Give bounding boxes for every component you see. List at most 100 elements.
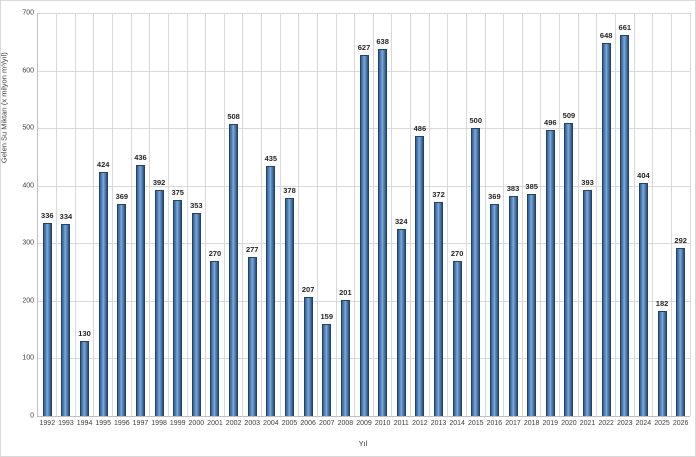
x-tick-label: 2001	[207, 420, 223, 427]
bar-value-label: 369	[115, 191, 129, 201]
x-tick-label: 1996	[114, 420, 130, 427]
bar	[266, 165, 276, 416]
bar-value-label: 392	[152, 178, 166, 188]
x-tick-label: 1997	[132, 420, 149, 427]
bar-value-label: 638	[376, 36, 389, 46]
bar-value-label: 385	[525, 182, 538, 192]
bar-value-label: 378	[283, 186, 296, 196]
bar	[98, 171, 108, 416]
y-tick-label: 300	[22, 239, 34, 247]
x-tick-label: 2018	[523, 420, 540, 427]
v-gridline	[74, 13, 76, 416]
x-tick-label: 2024	[635, 420, 652, 427]
bar	[42, 222, 52, 416]
bar-value-label: 130	[78, 329, 91, 339]
bar	[303, 296, 313, 416]
bar-value-label: 509	[562, 110, 576, 120]
plot-area: 0 100 200 300 400 500 600 700 336 1992 334 1993 130 1…	[22, 10, 691, 427]
x-tick-label: 2019	[542, 420, 559, 427]
v-gridline	[428, 13, 430, 416]
v-gridline	[130, 13, 132, 416]
bar-value-label: 435	[264, 153, 278, 163]
v-gridline	[279, 13, 281, 416]
x-tick-label: 2026	[672, 420, 689, 427]
bar-value-label: 375	[171, 188, 184, 198]
x-tick-label: 2023	[617, 420, 633, 427]
bar	[676, 247, 686, 416]
bar	[620, 35, 630, 416]
bar-value-label: 383	[506, 183, 520, 193]
bar	[527, 194, 537, 416]
x-tick-label: 2009	[356, 420, 372, 427]
v-gridline	[354, 13, 356, 416]
bar-value-label: 270	[450, 248, 464, 258]
bar	[396, 229, 406, 416]
v-gridline	[261, 13, 263, 416]
x-tick-label: 1992	[39, 420, 56, 427]
bar	[340, 300, 350, 416]
v-gridline	[186, 13, 188, 416]
v-gridline	[447, 13, 449, 416]
v-gridline	[316, 13, 318, 416]
v-gridline	[298, 13, 300, 416]
y-tick-label: 0	[30, 412, 34, 420]
y-tick-label: 700	[22, 9, 34, 17]
v-gridline	[596, 13, 598, 416]
v-gridline	[577, 13, 579, 416]
v-gridline	[540, 13, 542, 416]
bar	[583, 189, 593, 416]
x-tick-label: 2005	[281, 420, 298, 427]
x-tick-label: 1998	[151, 420, 167, 427]
bar	[434, 201, 443, 416]
v-gridline	[633, 13, 635, 416]
x-tick-label: 1999	[169, 420, 186, 427]
bar-value-label: 270	[208, 248, 222, 258]
x-tick-label: 2000	[188, 420, 205, 427]
x-tick-label: 1994	[76, 420, 93, 427]
bar-value-label: 627	[357, 43, 371, 53]
v-gridline	[56, 13, 58, 416]
bar-value-label: 324	[394, 217, 408, 227]
bar	[489, 203, 499, 416]
bar	[564, 122, 574, 416]
bar	[452, 260, 462, 416]
bar-value-label: 207	[301, 284, 315, 294]
v-gridline	[205, 13, 207, 416]
x-axis-title: Yıl	[358, 439, 368, 448]
bar	[154, 190, 164, 416]
bar-value-label: 393	[581, 177, 594, 187]
bar-value-label: 424	[96, 159, 110, 169]
bar-value-label: 369	[488, 191, 501, 201]
y-tick-label: 100	[22, 354, 34, 362]
x-tick-label: 2021	[579, 420, 596, 427]
bar-value-label: 277	[245, 244, 259, 254]
bar-value-label: 334	[59, 211, 73, 221]
h-gridline	[38, 13, 690, 14]
v-gridline	[223, 13, 225, 416]
x-tick-label: 2012	[412, 420, 428, 427]
bar	[284, 198, 294, 416]
v-gridline	[372, 13, 374, 416]
bar	[80, 341, 90, 416]
v-gridline	[559, 13, 561, 416]
x-tick-label: 2020	[561, 420, 577, 427]
bar	[247, 256, 257, 416]
bar	[638, 183, 648, 416]
bar	[191, 212, 201, 416]
bar	[61, 223, 71, 416]
x-tick-label: 2002	[225, 420, 242, 427]
bar-value-label: 182	[655, 299, 669, 309]
v-gridline	[93, 13, 95, 416]
v-gridline	[410, 13, 412, 416]
bar-value-label: 353	[190, 200, 203, 210]
v-gridline	[503, 13, 505, 416]
bar-value-label: 404	[637, 171, 650, 181]
x-tick-label: 1995	[95, 420, 111, 427]
y-tick-label: 500	[22, 124, 34, 132]
x-tick-label: 2004	[263, 420, 279, 427]
bar	[545, 130, 555, 416]
bar-value-label: 372	[432, 189, 445, 199]
bar	[471, 128, 481, 416]
x-tick-label: 2010	[374, 420, 391, 427]
